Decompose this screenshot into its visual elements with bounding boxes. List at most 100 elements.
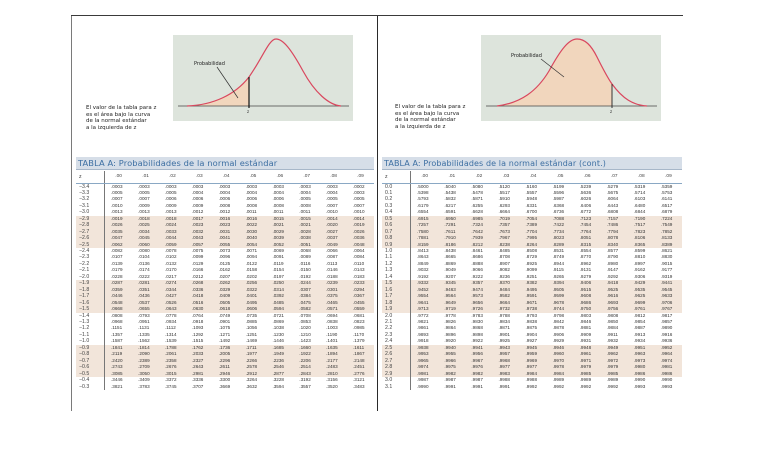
probability-cell: .2061	[159, 351, 186, 358]
probability-cell: .0034	[132, 228, 159, 236]
probability-cell: .9761	[627, 306, 655, 313]
probability-cell: .0594	[266, 306, 294, 313]
probability-cell: .0078	[165, 248, 177, 254]
probability-cell: .0013	[138, 209, 150, 215]
probability-cell: .5517	[498, 189, 510, 195]
probability-cell: .0207	[218, 273, 231, 279]
probability-cell: .9951	[627, 344, 655, 352]
table-row: 2.0 .9772 .9778 .9783 .9788 .9793 .9798 .9803 .9…	[382, 312, 682, 320]
probability-cell: .7642	[465, 228, 493, 236]
z-value-cell: 2.0	[382, 312, 411, 320]
probability-cell: .9991	[471, 383, 483, 389]
probability-cell: .2090	[132, 351, 159, 358]
probability-cell: .0655	[132, 306, 159, 313]
probability-cell: .0322	[239, 286, 267, 294]
probability-cell: .8888	[471, 260, 483, 266]
probability-cell: .0005	[353, 196, 365, 202]
probability-cell: .1020	[299, 325, 311, 331]
probability-cell: .9985	[600, 370, 628, 378]
probability-cell: .9979	[573, 364, 601, 371]
probability-cell: .2676	[159, 364, 186, 371]
probability-cell: .6700	[525, 209, 538, 215]
probability-cell: .9970	[546, 357, 574, 365]
probability-cell: .0003	[245, 183, 258, 189]
table-row: 3.0 .9987 .9987 .9987 .9988 .9988 .9989 .9989 .9…	[382, 377, 682, 384]
probability-cell: .9960	[546, 351, 574, 358]
probability-cell: .5359	[660, 183, 673, 189]
probability-cell: .5478	[471, 189, 483, 195]
table-row: −1.7.0446.0436.0427.0418.0409.0401.0392.…	[76, 293, 374, 300]
probability-cell: .0359	[104, 286, 133, 294]
probability-cell: .8729	[525, 254, 538, 260]
z-value-cell: −3.2	[76, 196, 105, 203]
z-value-cell: −1.7	[76, 293, 105, 300]
probability-cell: .9783	[471, 312, 483, 318]
probability-cell: .0021	[293, 222, 321, 229]
probability-cell: .7190	[627, 215, 655, 223]
probability-cell: .1401	[326, 338, 338, 344]
probability-cell: .9932	[606, 338, 619, 344]
probability-cell: .2206	[293, 357, 321, 365]
probability-cell: .0136	[138, 260, 150, 266]
probability-cell: .0073	[218, 248, 231, 254]
probability-cell: .9991	[498, 383, 510, 389]
probability-cell: .9066	[471, 267, 483, 273]
probability-cell: .9984	[519, 370, 547, 378]
probability-cell: .8621	[660, 248, 673, 254]
z-value-cell: −1.2	[76, 325, 105, 332]
probability-cell: .0009	[138, 202, 150, 208]
probability-cell: .3409	[138, 377, 150, 383]
probability-cell: .6368	[552, 202, 565, 208]
probability-cell: .5557	[525, 189, 538, 195]
normal-curve-icon	[486, 38, 657, 108]
probability-cell: .8665	[444, 254, 456, 260]
z-value-cell: 1.2	[382, 260, 411, 268]
z-value-cell: −0.6	[76, 364, 105, 371]
probability-cell: .9463	[438, 286, 466, 294]
probability-cell: .2981	[185, 370, 213, 378]
probability-cell: .0049	[320, 241, 348, 249]
table-row: −2.1 .0179 .0174 .0170 .0166 .0162 .0158 .0154.…	[76, 267, 374, 274]
probability-cell: .0032	[185, 228, 213, 236]
z-value-cell: −0.7	[76, 357, 105, 365]
table-row: 1.4 .9192 .9207 .9222 .9236 .9251 .9265 .9279 .9…	[382, 273, 682, 281]
probability-cell: .1038	[272, 325, 284, 331]
probability-cell: .0006	[245, 196, 258, 202]
probability-cell: .9971	[573, 357, 601, 365]
probability-cell: .9906	[552, 331, 565, 337]
z-value-cell: 0.4	[382, 209, 411, 216]
probability-cell: .0044	[159, 235, 186, 242]
probability-cell: .9656	[465, 299, 493, 307]
probability-cell: .9573	[465, 293, 493, 300]
probability-cell: .2420	[104, 357, 133, 365]
probability-cell: .0455	[347, 299, 374, 307]
probability-cell: .9484	[492, 286, 520, 294]
probability-cell: .2578	[239, 364, 267, 371]
probability-cell: .9846	[579, 319, 592, 325]
z-value-cell: 1.1	[382, 254, 411, 261]
probability-cell: .2643	[185, 364, 213, 371]
probability-cell: .0158	[245, 267, 258, 273]
probability-cell: .0004	[245, 189, 258, 195]
probability-cell: .0735	[245, 312, 258, 318]
probability-cell: .8389	[654, 241, 682, 249]
probability-cell: .5910	[498, 196, 510, 202]
table-row: −3.1 .0010 .0009 .0009 .0009 .0008 .0008 .0008.…	[76, 202, 374, 210]
column-header: .08	[320, 171, 348, 184]
z-value-cell: 0.3	[382, 202, 411, 210]
probability-cell: .7088	[546, 215, 574, 223]
z-value-cell: −1.5	[76, 306, 105, 313]
probability-cell: .9418	[600, 280, 628, 287]
z-value-cell: −1.6	[76, 299, 105, 307]
table-row: 0.3 .6179 .6217 .6255 .6293 .6331 .6368 .6406 .6…	[382, 202, 682, 210]
probability-cell: .8599	[633, 248, 646, 254]
z-value-cell: −1.8	[76, 286, 105, 294]
probability-cell: .2483	[320, 364, 348, 371]
probability-cell: .8461	[471, 248, 483, 254]
probability-cell: .9719	[438, 306, 466, 313]
probability-cell: .7019	[492, 215, 520, 223]
z-table-positive: z .00 .01 .02 .03 .04 .05 .06 .07 .08 .0…	[382, 171, 682, 390]
probability-cell: .0139	[111, 260, 123, 266]
z-value-cell: −2.8	[76, 222, 105, 229]
table-row: 2.9.9981.9982.9982.9983.9984.9984.9985.9…	[382, 370, 682, 378]
